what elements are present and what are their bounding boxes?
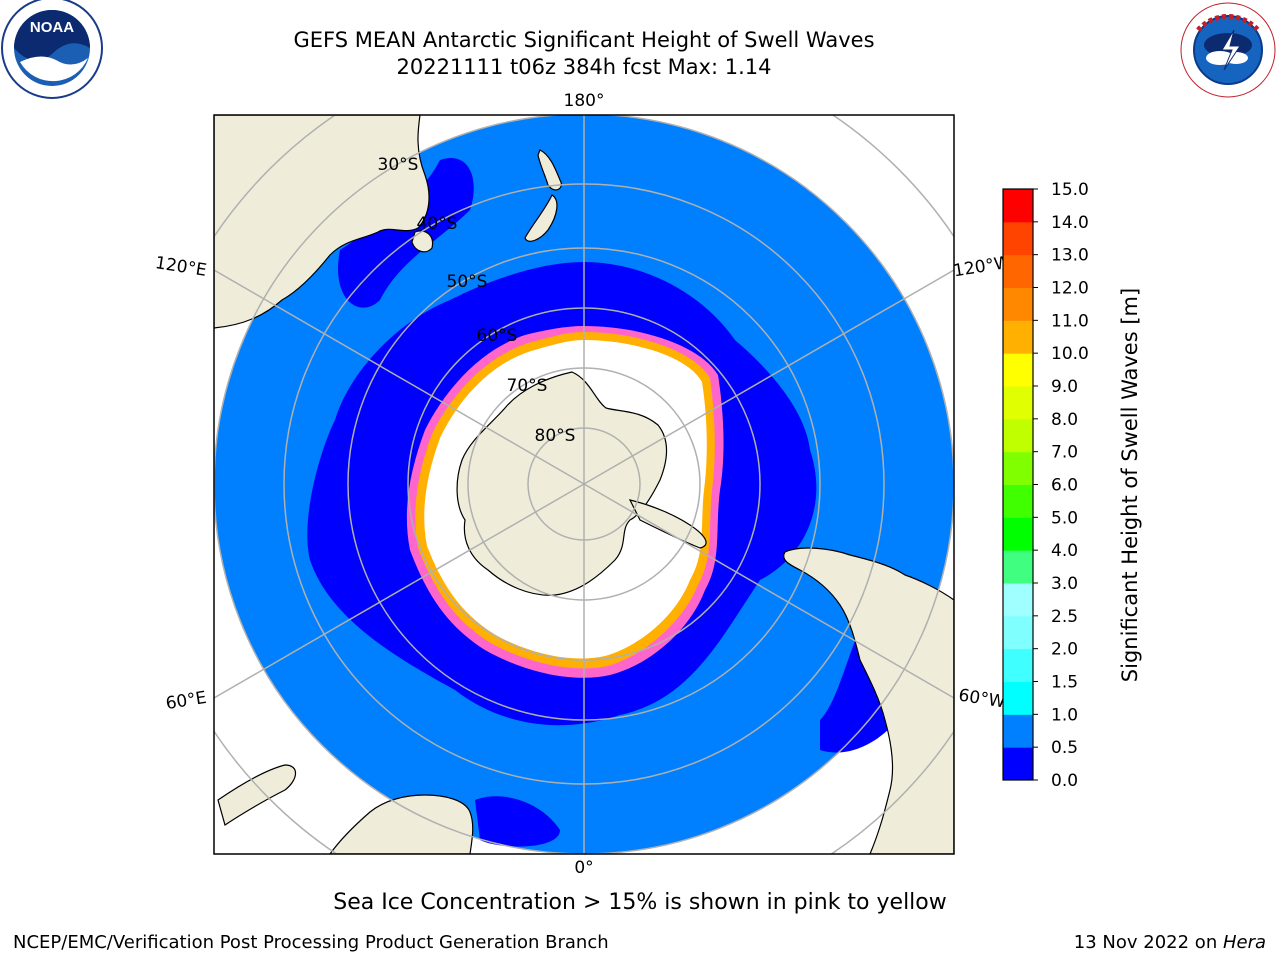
lon-label-60e: 60°E	[164, 688, 208, 714]
lon-label-180: 180°	[564, 91, 605, 111]
low-swell-region	[475, 796, 560, 847]
colorbar-tick-label: 9.0	[1051, 377, 1078, 397]
colorbar-segment	[1003, 484, 1033, 518]
colorbar-segment	[1003, 418, 1033, 453]
colorbar-segment	[1003, 747, 1033, 781]
colorbar-segment	[1003, 386, 1033, 420]
footer-date: 13 Nov 2022 on Hera	[1074, 932, 1266, 953]
lon-label-120e: 120°E	[154, 253, 208, 281]
colorbar-segment	[1003, 353, 1033, 387]
colorbar-tick-label: 0.0	[1051, 771, 1078, 791]
colorbar-segment	[1003, 714, 1033, 748]
colorbar-tick-label: 14.0	[1051, 213, 1089, 233]
africa-land	[329, 794, 474, 854]
colorbar-tick-label: 2.5	[1051, 607, 1078, 627]
colorbar: 0.0 0.5 1.0 1.5 2.0 2.5 3.0 4.0 5.0 6.0 7.0 8.0 9.0 1…	[1002, 180, 1089, 791]
lat-label-60s: 60°S	[477, 326, 518, 346]
south-america-land	[783, 547, 954, 854]
tasmania-land	[411, 230, 434, 253]
longitude-grid	[214, 115, 954, 854]
lat-label-40s: 40°S	[417, 214, 458, 234]
colorbar-segment	[1003, 681, 1033, 715]
colorbar-segment	[1003, 254, 1033, 288]
colorbar-tick-label: 15.0	[1051, 180, 1089, 200]
colorbar-segment	[1003, 550, 1033, 584]
colorbar-tick-label: 3.0	[1051, 574, 1078, 594]
colorbar-tick-label: 8.0	[1051, 410, 1078, 430]
australia-land	[214, 115, 430, 329]
colorbar-tick-label: 7.0	[1051, 443, 1078, 463]
colorbar-tick-label: 1.0	[1051, 705, 1078, 725]
colorbar-tick-label: 11.0	[1051, 311, 1089, 331]
map-frame	[213, 114, 955, 855]
colorbar-tick-label: 2.0	[1051, 640, 1078, 660]
lat-label-30s: 30°S	[378, 155, 419, 175]
new-zealand-land	[537, 149, 562, 191]
footer-host: Hera	[1222, 932, 1266, 953]
lat-label-50s: 50°S	[447, 272, 488, 292]
low-swell-region	[338, 158, 474, 308]
colorbar-segment	[1003, 189, 1033, 223]
lat-label-70s: 70°S	[507, 376, 548, 396]
colorbar-tick-label: 5.0	[1051, 508, 1078, 528]
colorbar-segment	[1003, 583, 1033, 617]
antarctica-land	[456, 371, 668, 596]
colorbar-tick-label: 1.5	[1051, 673, 1078, 693]
map-title: GEFS MEAN Antarctic Significant Height o…	[293, 28, 875, 52]
new-zealand-land	[524, 194, 558, 242]
colorbar-tick-label: 10.0	[1051, 344, 1089, 364]
lon-label-60w: 60°W	[957, 685, 1007, 712]
footer-date-text: 13 Nov 2022 on	[1073, 932, 1223, 953]
colorbar-tick-label: 0.5	[1051, 738, 1078, 758]
colorbar-tick-label: 13.0	[1051, 246, 1089, 266]
map-subtitle: 20221111 t06z 384h fcst Max: 1.14	[396, 55, 772, 79]
colorbar-tick-label: 6.0	[1051, 476, 1078, 496]
lon-label-0: 0°	[574, 858, 593, 878]
colorbar-segment	[1003, 615, 1033, 650]
colorbar-segment	[1003, 287, 1033, 321]
nws-logo	[1180, 2, 1276, 98]
colorbar-segment	[1003, 451, 1033, 485]
colorbar-label: Significant Height of Swell Waves [m]	[1118, 287, 1142, 683]
colorbar-segment	[1003, 221, 1033, 256]
colorbar-tick-label: 4.0	[1051, 541, 1078, 561]
svg-text:NOAA: NOAA	[30, 19, 74, 36]
footer-credit: NCEP/EMC/Verification Post Processing Pr…	[13, 932, 609, 953]
lat-label-80s: 80°S	[535, 426, 576, 446]
colorbar-tick-label: 12.0	[1051, 279, 1089, 299]
colorbar-segment	[1003, 517, 1033, 551]
noaa-logo: NOAA	[1, 0, 103, 99]
colorbar-segment	[1003, 320, 1033, 354]
madagascar-land	[217, 764, 297, 826]
colorbar-segment	[1003, 648, 1033, 682]
sea-ice-note: Sea Ice Concentration > 15% is shown in …	[333, 890, 947, 915]
